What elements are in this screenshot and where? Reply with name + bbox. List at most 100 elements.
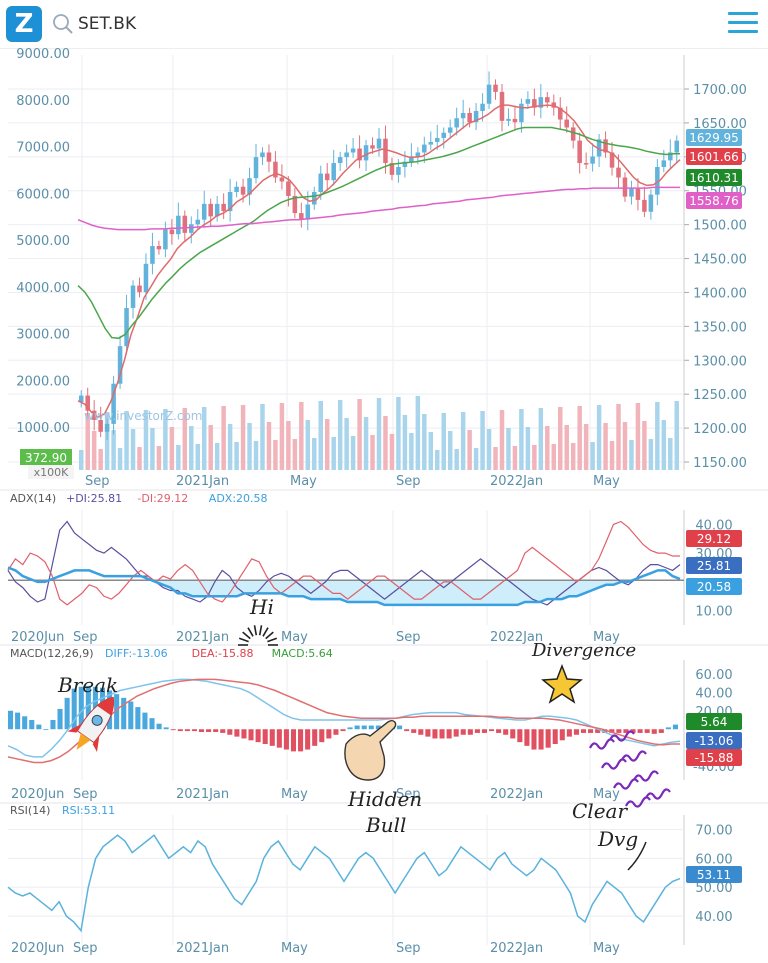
candle-body <box>201 203 207 220</box>
adx-legend: ADX:20.58 <box>209 492 268 505</box>
volume-bar <box>79 450 84 470</box>
candle-body <box>519 103 524 123</box>
macd-value-label-bg <box>686 749 742 766</box>
macd-histogram-bar <box>517 729 523 743</box>
minus-di-line <box>7 520 680 606</box>
volume-bar <box>279 403 285 470</box>
macd-histogram-bar <box>29 720 35 730</box>
volume-bar <box>370 435 375 470</box>
macd-histogram-bar <box>672 724 678 730</box>
adx-fill <box>8 580 680 605</box>
volume-bar <box>551 444 557 470</box>
volume-bar <box>91 431 97 470</box>
macd-histogram-bar <box>298 729 304 752</box>
macd-histogram-bar <box>220 729 226 733</box>
macd-histogram-bar <box>248 729 254 741</box>
volume-bar <box>447 431 453 470</box>
candle-body <box>240 186 246 195</box>
right-axis-label: 1200.00 <box>693 422 747 437</box>
squiggle <box>601 758 627 770</box>
macd-value-label: -13.06 <box>695 734 734 748</box>
volume-bar <box>674 401 679 470</box>
macd-x-label: May <box>593 787 620 802</box>
volume-bar <box>266 422 272 470</box>
macd-x-label: May <box>281 787 308 802</box>
adx-value-label: 25.81 <box>697 559 731 573</box>
squiggle <box>645 788 671 800</box>
volume-bar <box>506 428 511 470</box>
volume-bar <box>428 432 434 470</box>
volume-bar <box>201 407 207 470</box>
squiggle <box>609 730 635 742</box>
candle-body <box>253 157 259 179</box>
left-axis-label: 6000.00 <box>16 187 70 202</box>
macd-x-label: 2021Jan <box>176 787 229 802</box>
right-axis-label: 1250.00 <box>693 388 747 403</box>
macd-histogram-bar <box>135 707 141 730</box>
adx-value-label: 29.12 <box>697 532 731 546</box>
chart-area[interactable]: 1700.001650.001600.001550.001500.001450.… <box>0 48 768 963</box>
volume-bar <box>409 433 414 470</box>
candle-body <box>331 163 336 181</box>
volume-bar <box>590 442 595 470</box>
macd-histogram-bar <box>637 729 643 733</box>
annotation-clear: Clear <box>572 799 628 823</box>
rsi-axis-label: 70.00 <box>695 823 732 838</box>
macd-histogram-bar <box>64 697 70 730</box>
volume-bar <box>532 445 537 470</box>
macd-histogram-bar <box>50 720 56 730</box>
star-icon <box>541 663 583 704</box>
rsi-x-label: 2020Jun <box>11 941 64 956</box>
volume-bar <box>324 419 330 470</box>
left-axis-label: 4000.00 <box>16 281 70 296</box>
volume-bar <box>189 426 194 470</box>
candle-body <box>486 84 492 104</box>
price-label: 1610.31 <box>689 171 739 185</box>
candle-body <box>344 152 349 158</box>
candle-body <box>124 307 129 347</box>
candle-body <box>299 213 304 220</box>
volume-bar <box>286 421 291 470</box>
candle-body <box>467 112 472 123</box>
macd-histogram-bar <box>573 729 579 735</box>
macd-histogram-bar <box>15 712 21 730</box>
annotation-divergence: Divergence <box>531 640 636 661</box>
candle-body <box>422 144 427 153</box>
macd-histogram-bar <box>227 729 233 735</box>
macd-histogram-bar <box>85 685 91 730</box>
rsi-value-label-bg <box>686 866 742 883</box>
app-logo[interactable]: Z <box>6 6 42 42</box>
search-icon[interactable] <box>52 13 74 35</box>
volume-bar <box>363 417 369 470</box>
price-panel: 1700.001650.001600.001550.001500.001450.… <box>8 48 747 489</box>
ma200-line <box>77 186 680 231</box>
macd-histogram-bar <box>489 729 495 732</box>
volume-bar <box>221 406 226 470</box>
volume-bar <box>98 449 103 470</box>
macd-histogram-bar <box>283 729 289 750</box>
candle-body <box>324 173 330 181</box>
hamburger-menu-icon[interactable] <box>728 10 758 36</box>
squiggle-marks <box>589 730 671 808</box>
x-axis-label: 2021Jan <box>176 474 229 489</box>
sparkle-ray <box>265 631 274 640</box>
candle-body <box>182 215 188 233</box>
macd-histogram-bar <box>453 729 459 737</box>
volume-bar <box>648 439 654 470</box>
adx-axis-label: 10.00 <box>695 605 732 620</box>
macd-histogram-bar <box>411 729 417 733</box>
adx-value-label-bg <box>686 530 742 547</box>
annotation-dvg: Dvg <box>597 827 638 851</box>
candle-body <box>221 203 226 212</box>
volume-bar <box>396 397 401 470</box>
price-label-bg <box>686 169 742 186</box>
candle-body <box>111 383 116 424</box>
volume-bar <box>350 436 356 470</box>
search-symbol-text[interactable]: SET.BK <box>78 14 137 34</box>
volume-bar <box>182 408 188 470</box>
left-axis-label: 9000.00 <box>16 48 70 62</box>
volume-bar <box>480 411 485 470</box>
macd-histogram-bar <box>425 729 431 737</box>
volume-bar <box>273 440 278 470</box>
